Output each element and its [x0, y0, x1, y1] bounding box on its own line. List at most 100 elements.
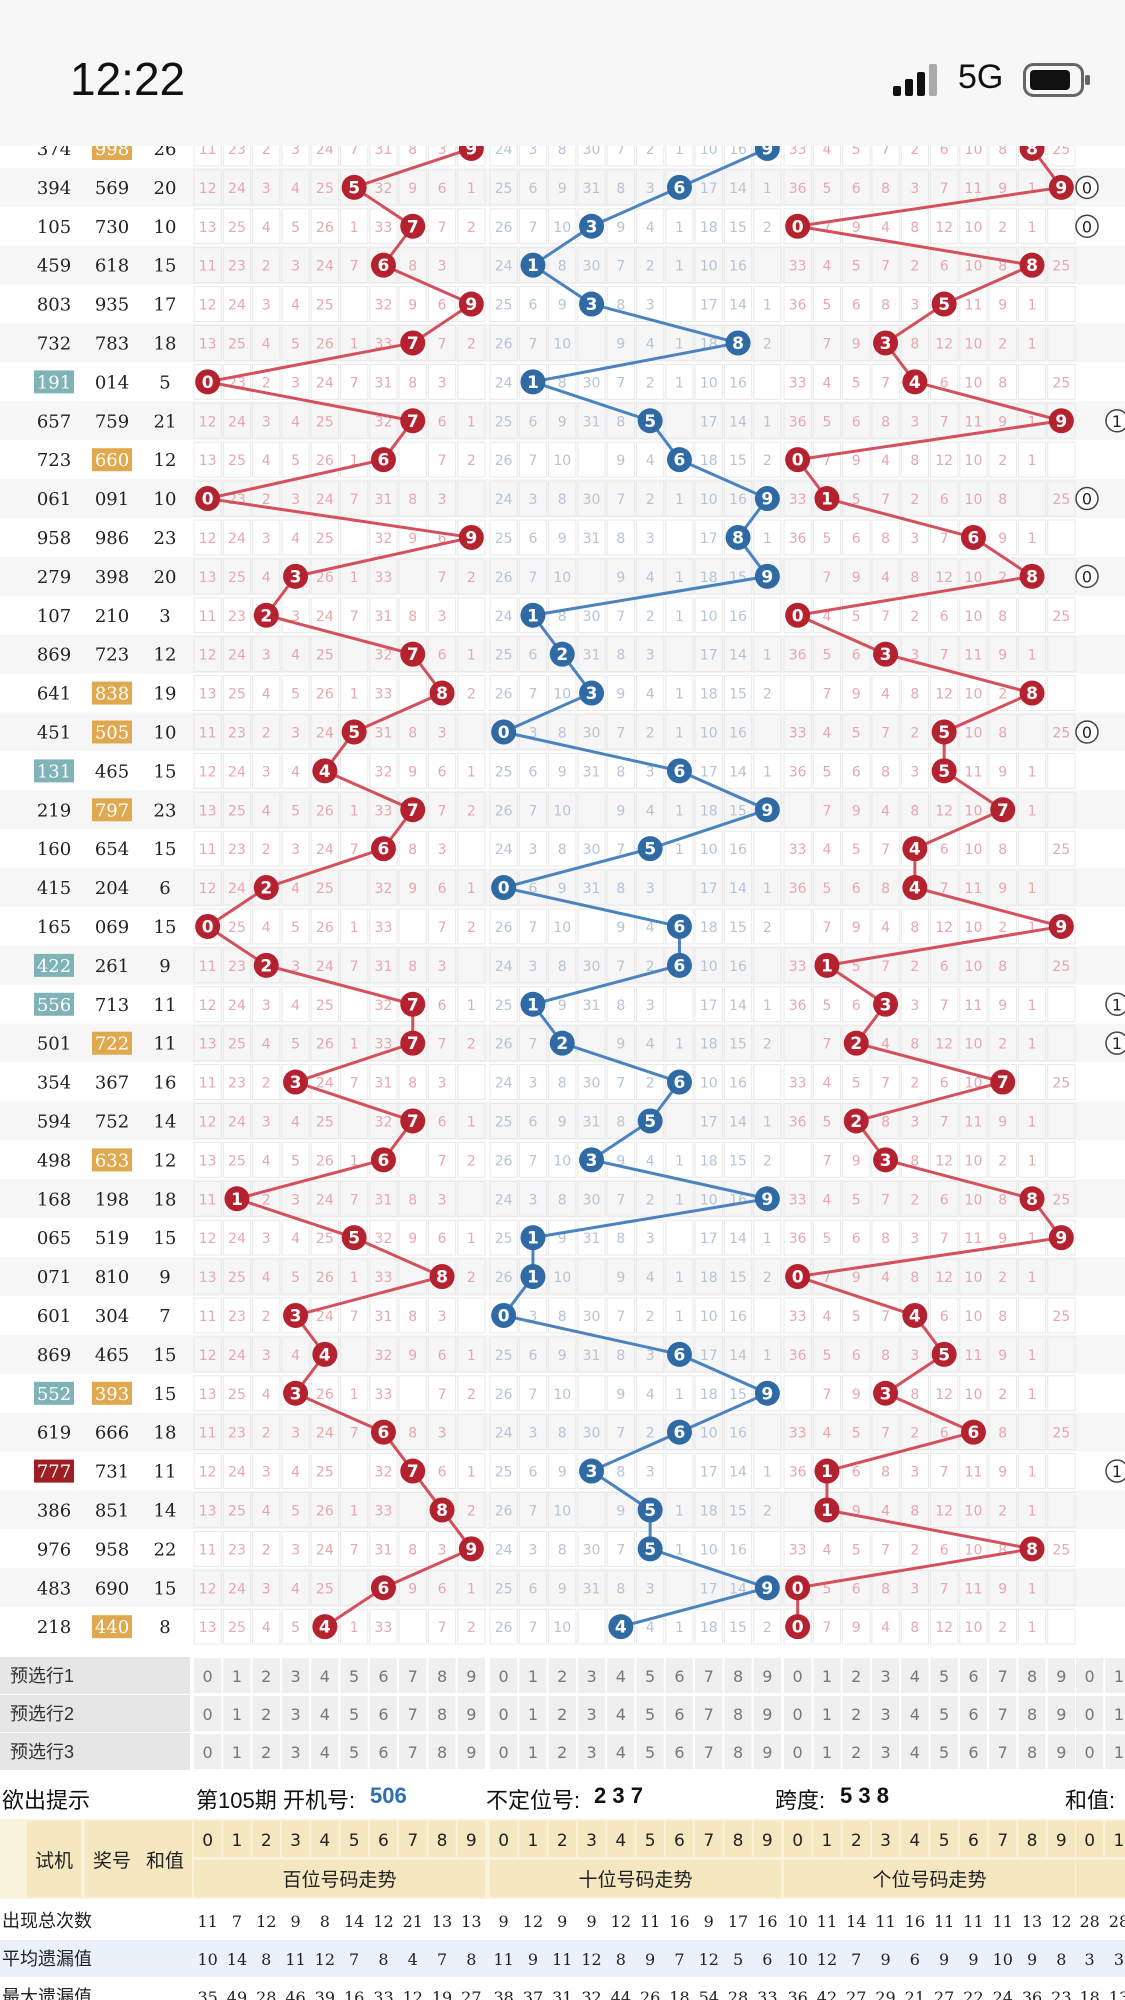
- cell-border: [812, 947, 842, 984]
- cell-border: [842, 140, 871, 167]
- header-group-bg: [490, 1860, 781, 1897]
- cell-border: [930, 986, 959, 1023]
- cell-border: [783, 208, 812, 245]
- shi-ball: [579, 1458, 605, 1484]
- cell-border: [310, 675, 340, 711]
- cell-border: [281, 597, 310, 634]
- preselect-cell: [842, 1696, 870, 1731]
- bai-ball: [312, 1341, 338, 1367]
- shi-ball-digit: 9: [761, 1384, 773, 1404]
- cell-border: [489, 1569, 518, 1606]
- cell-border: [489, 363, 518, 400]
- miss-value: 9: [558, 998, 567, 1014]
- cell-border: [252, 1064, 281, 1100]
- cell-border: [1017, 208, 1047, 245]
- cell-border: [252, 140, 281, 167]
- cell-border: [900, 169, 930, 206]
- miss-value: 10: [553, 337, 571, 353]
- cell-border: [812, 140, 842, 167]
- cell-border: [427, 1608, 457, 1645]
- preselect-digit: 3: [290, 1705, 300, 1724]
- sum-value: 14: [154, 1112, 177, 1133]
- test-number: 105: [37, 217, 71, 238]
- miss-value: 7: [822, 1620, 831, 1636]
- cell-border: [310, 1453, 340, 1489]
- cell-border: [723, 1608, 753, 1645]
- miss-value: 3: [438, 842, 447, 858]
- cell-border: [842, 1569, 871, 1606]
- miss-value: 6: [438, 181, 447, 197]
- ge-ball-digit: 8: [1026, 567, 1038, 587]
- cell-border: [193, 1025, 222, 1062]
- cell-border: [398, 1492, 427, 1528]
- miss-value: 32: [375, 1348, 393, 1364]
- cell-border: [310, 1608, 340, 1645]
- miss-value: 7: [438, 803, 447, 819]
- shi-ball: [579, 1147, 605, 1173]
- test-number: 732: [37, 334, 71, 355]
- trend-chart[interactable]: 374 998 26 11 23 2 3 24 7 31 8 3 24 3 8 30 7 2 1 10 16 33 4 5 7 2…: [0, 140, 1125, 1660]
- shi-ball: [520, 602, 546, 628]
- preselect-digit: 6: [968, 1743, 978, 1762]
- preselect-rows[interactable]: 预选行1 0 1 2 3 4 5 6 7 8 9 0 1 2 3 4 5 6 7 8 9 0 1 2 3 4 5 6 7 8 9 0 1 预选行2…: [0, 1657, 1125, 1772]
- cell-border: [723, 1336, 753, 1373]
- cell-border: [577, 558, 606, 595]
- miss-value: 9: [616, 1037, 625, 1053]
- cell-border: [457, 1025, 486, 1062]
- miss-value: 15: [729, 803, 747, 819]
- miss-value: 24: [228, 881, 246, 897]
- cell-border: [988, 169, 1017, 206]
- header-digit-bg: [340, 1821, 368, 1857]
- stats-value: 8: [1056, 1950, 1066, 1969]
- preselect-digit: 2: [557, 1743, 567, 1762]
- cell-border: [988, 1141, 1017, 1178]
- cell-border: [222, 1608, 252, 1645]
- cell-border: [281, 1258, 310, 1295]
- miss-value: 10: [965, 842, 983, 858]
- header-cell-bg: [138, 1821, 192, 1897]
- bai-ball-digit: 7: [407, 801, 419, 821]
- preselect-digit: 2: [261, 1667, 271, 1686]
- hint-period: 第105期: [196, 1788, 277, 1813]
- cell-border: [988, 1530, 1017, 1567]
- miss-value: 9: [408, 764, 417, 780]
- miss-value: 7: [940, 648, 949, 664]
- cell-border: [988, 1375, 1017, 1412]
- cell-border: [548, 1336, 577, 1373]
- miss-value: 13: [199, 803, 217, 819]
- cell-border: [252, 363, 281, 400]
- cell-border: [900, 1103, 930, 1139]
- test-number: 061: [37, 489, 71, 510]
- cell-border: [783, 947, 812, 984]
- miss-value: 26: [316, 687, 334, 703]
- miss-value: 9: [616, 687, 625, 703]
- miss-value: 2: [998, 570, 1007, 586]
- miss-value: 24: [316, 142, 334, 158]
- miss-value: 18: [700, 1270, 718, 1286]
- shi-ball-digit: 6: [674, 178, 686, 198]
- preselect-cell: [223, 1658, 251, 1693]
- miss-value: 30: [583, 492, 601, 508]
- miss-value: 31: [583, 1231, 601, 1247]
- bai-ball: [253, 875, 279, 901]
- miss-value: 13: [199, 1037, 217, 1053]
- preselect-cell: [457, 1734, 485, 1769]
- miss-value: 25: [1052, 1426, 1070, 1442]
- miss-value: 3: [910, 1465, 919, 1481]
- cell-border: [1017, 325, 1047, 361]
- cell-border: [427, 986, 457, 1023]
- ge-ball: [873, 330, 899, 356]
- cell-border: [489, 519, 518, 556]
- cell-border: [1017, 1258, 1047, 1295]
- cell-border: [457, 869, 486, 906]
- cell-border: [606, 636, 636, 673]
- miss-value: 8: [910, 1387, 919, 1403]
- miss-value: 9: [998, 1115, 1007, 1131]
- cell-border: [871, 1453, 900, 1489]
- miss-value: 10: [965, 1542, 983, 1558]
- stats-value: 9: [1027, 1950, 1037, 1969]
- cell-border: [548, 1530, 577, 1567]
- bai-ball-digit: 4: [319, 1618, 331, 1638]
- miss-value: 18: [700, 1620, 718, 1636]
- cell-border: [369, 1375, 398, 1412]
